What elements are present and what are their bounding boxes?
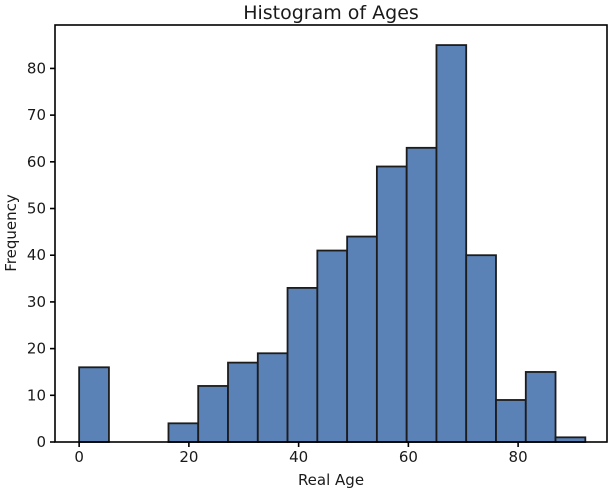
histogram-bar	[78, 366, 110, 443]
y-tick-label: 60	[27, 153, 46, 171]
histogram-bar	[197, 385, 229, 443]
histogram-bar	[375, 165, 408, 443]
histogram-bar	[286, 286, 319, 443]
y-tick-label: 80	[27, 59, 46, 77]
histogram-bar	[227, 361, 259, 443]
histogram-bar	[495, 399, 527, 443]
y-tick-label: 0	[36, 433, 46, 451]
histogram-bar	[465, 254, 497, 443]
histogram-bar	[167, 422, 200, 443]
y-tick-label: 40	[27, 246, 46, 264]
histogram-bar	[524, 371, 557, 443]
x-axis-label: Real Age	[298, 471, 364, 489]
histogram-bar	[435, 44, 468, 443]
y-tick-label: 50	[27, 200, 46, 218]
histogram-bar	[316, 249, 349, 443]
y-tick-label: 70	[27, 106, 46, 124]
y-tick-label: 20	[27, 340, 46, 358]
y-axis-ticks: 0 10 20 30 40 50 60 70 80	[27, 59, 55, 451]
x-tick-label: 60	[399, 448, 418, 466]
x-tick-label: 80	[509, 448, 528, 466]
x-axis-ticks: 0 20 40 60 80	[74, 442, 528, 466]
x-tick-label: 40	[289, 448, 308, 466]
histogram-bar	[405, 146, 438, 443]
x-tick-label: 20	[179, 448, 198, 466]
bars-group	[78, 44, 587, 443]
y-tick-label: 30	[27, 293, 46, 311]
y-tick-label: 10	[27, 386, 46, 404]
histogram-bar	[256, 352, 289, 443]
chart-title: Histogram of Ages	[243, 2, 419, 24]
y-axis-label: Frequency	[2, 194, 20, 272]
plot-border	[54, 24, 608, 443]
x-tick-label: 0	[74, 448, 84, 466]
histogram-bar	[346, 235, 378, 443]
